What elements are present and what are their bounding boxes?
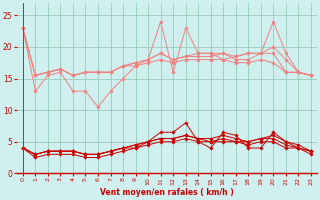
X-axis label: Vent moyen/en rafales ( km/h ): Vent moyen/en rafales ( km/h ): [100, 188, 234, 197]
